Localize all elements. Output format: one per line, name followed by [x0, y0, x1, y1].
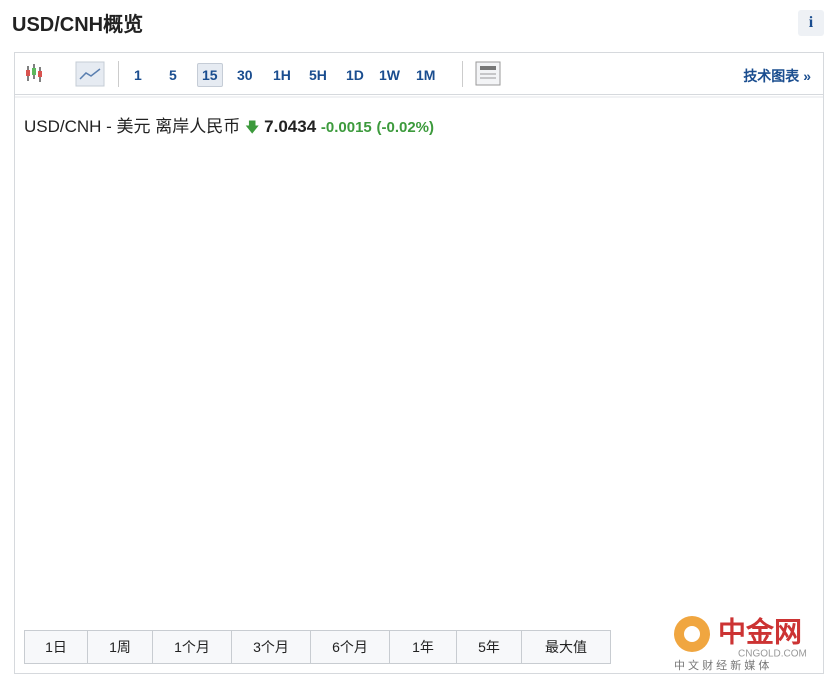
- toolbar: 技术图表 » 1 5 15 30 1H 5H 1D 1W 1M: [15, 53, 823, 95]
- range-button[interactable]: 6个月: [311, 631, 390, 663]
- range-button[interactable]: 1日: [25, 631, 88, 663]
- interval-button[interactable]: 5: [169, 67, 177, 83]
- quote: USD/CNH - 美元 离岸人民币 🡇 7.0434 -0.0015 (-0.…: [24, 112, 434, 141]
- range-button[interactable]: 1个月: [153, 631, 232, 663]
- title: USD/CNH概览: [12, 14, 144, 36]
- interval-button[interactable]: 1H: [273, 67, 291, 83]
- logo: 中金网 中 文 财 经 新 媒 体 CNGOLD.COM: [674, 615, 807, 672]
- info-button[interactable]: i: [798, 10, 824, 36]
- interval-button[interactable]: 1W: [379, 67, 400, 83]
- instrument-name: USD/CNH - 美元 离岸人民币: [24, 117, 241, 136]
- interval-button[interactable]: 1: [134, 67, 142, 83]
- range-button[interactable]: 3个月: [232, 631, 311, 663]
- tech-chart-link[interactable]: 技术图表 »: [743, 68, 811, 84]
- range-button[interactable]: 1年: [390, 631, 457, 663]
- panel: [14, 52, 824, 674]
- price: 7.0434: [264, 117, 317, 136]
- logo-site: CNGOLD.COM: [738, 649, 807, 660]
- layout-icon[interactable]: [475, 61, 503, 87]
- change-percent: (-0.02%): [376, 119, 435, 136]
- logo-name: 中金网: [718, 615, 802, 647]
- range-button[interactable]: 1周: [88, 631, 153, 663]
- change: -0.0015: [320, 119, 372, 136]
- interval-button[interactable]: 1D: [346, 67, 364, 83]
- interval-button[interactable]: 5H: [309, 67, 327, 83]
- chart-type-icons[interactable]: [23, 61, 113, 87]
- logo-tagline: 中 文 财 经 新 媒 体: [674, 658, 769, 672]
- interval-button[interactable]: 1M: [416, 67, 436, 83]
- range-buttons: 1日 1周 1个月 3个月 6个月 1年 5年 最大值: [24, 630, 611, 664]
- range-button[interactable]: 最大值: [522, 631, 610, 663]
- range-button[interactable]: 5年: [457, 631, 522, 663]
- down-arrow: 🡇: [245, 119, 260, 135]
- interval-button[interactable]: 30: [237, 67, 253, 83]
- interval-button[interactable]: 15: [197, 63, 223, 87]
